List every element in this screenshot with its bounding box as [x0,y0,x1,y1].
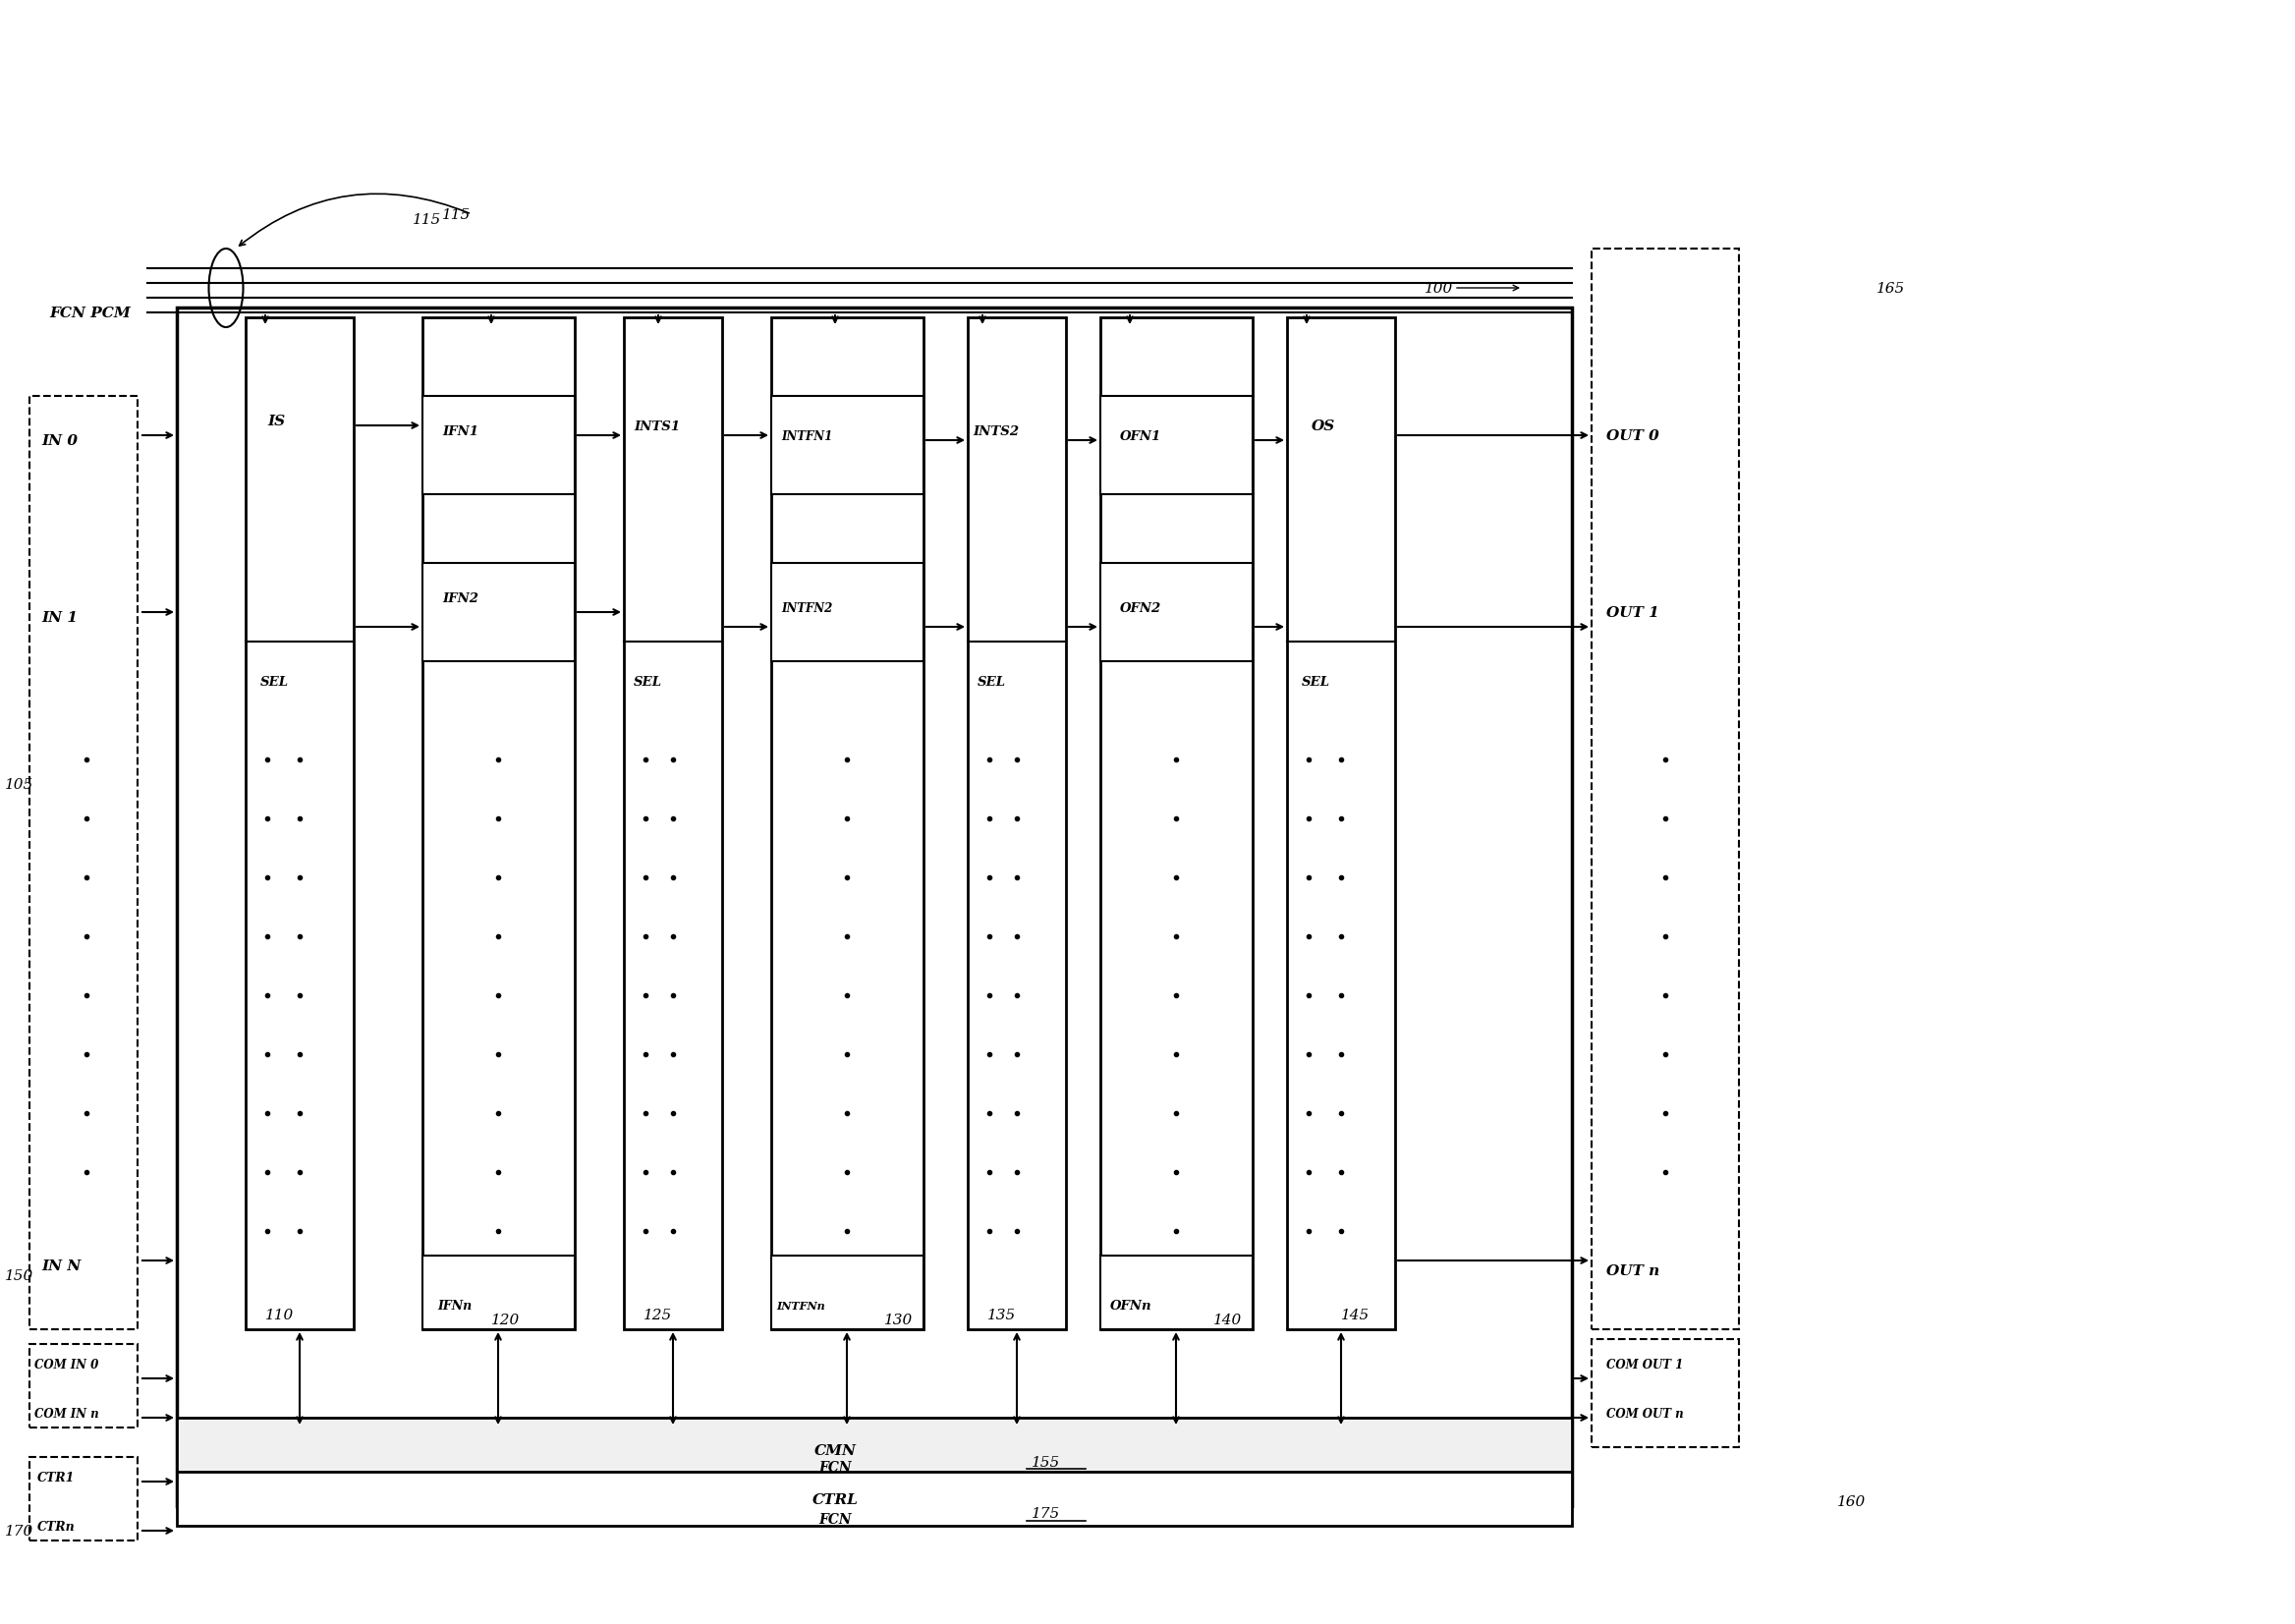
Text: INTFN2: INTFN2 [780,603,833,615]
Text: SEL: SEL [978,676,1005,689]
Text: OFN1: OFN1 [1120,430,1161,443]
Text: COM IN n: COM IN n [34,1408,99,1421]
FancyBboxPatch shape [177,1418,1572,1471]
FancyBboxPatch shape [177,307,1572,1505]
Text: IFN1: IFN1 [443,425,477,438]
Text: INTFN1: INTFN1 [780,430,833,443]
Text: 160: 160 [1838,1496,1866,1509]
FancyBboxPatch shape [1590,248,1740,1330]
Text: IN N: IN N [41,1260,80,1273]
Text: 155: 155 [1030,1457,1060,1470]
Text: IS: IS [266,414,285,429]
Text: IFNn: IFNn [436,1299,473,1312]
Text: OS: OS [1310,419,1336,434]
FancyBboxPatch shape [771,396,923,494]
Text: IN 1: IN 1 [41,611,78,625]
Text: 120: 120 [491,1314,521,1327]
Text: OFNn: OFNn [1111,1299,1152,1312]
Text: 100: 100 [1425,283,1453,296]
Text: COM OUT n: COM OUT n [1606,1408,1685,1421]
Text: SEL: SEL [633,676,663,689]
Text: INTFNn: INTFNn [776,1301,824,1312]
Text: 110: 110 [266,1309,294,1322]
Text: FCN: FCN [819,1462,851,1475]
Text: CTR1: CTR1 [37,1471,76,1484]
Text: 145: 145 [1340,1309,1370,1322]
FancyBboxPatch shape [177,1471,1572,1527]
Text: FCN: FCN [819,1514,851,1527]
Text: INTS1: INTS1 [633,421,679,434]
FancyBboxPatch shape [1287,317,1395,1330]
FancyBboxPatch shape [1590,1340,1740,1447]
FancyBboxPatch shape [246,317,353,1330]
Text: 125: 125 [643,1309,672,1322]
Text: IFN2: IFN2 [443,593,477,606]
Text: SEL: SEL [259,676,289,689]
Text: OUT n: OUT n [1606,1265,1659,1278]
FancyBboxPatch shape [771,1255,923,1330]
FancyBboxPatch shape [30,1457,138,1541]
FancyBboxPatch shape [1099,564,1253,661]
FancyBboxPatch shape [422,317,574,1330]
Text: CTRL: CTRL [812,1494,858,1507]
FancyBboxPatch shape [1099,396,1253,494]
FancyBboxPatch shape [422,1255,574,1330]
Text: 140: 140 [1214,1314,1242,1327]
FancyBboxPatch shape [1099,317,1253,1330]
Text: 170: 170 [5,1525,34,1538]
FancyBboxPatch shape [422,396,574,494]
Text: CTRn: CTRn [37,1520,76,1533]
Text: 115: 115 [413,213,441,227]
Text: 130: 130 [884,1314,913,1327]
Text: 135: 135 [987,1309,1017,1322]
Text: FCN PCM: FCN PCM [48,307,131,320]
FancyBboxPatch shape [771,564,923,661]
Text: SEL: SEL [1301,676,1331,689]
FancyBboxPatch shape [624,317,723,1330]
Text: OUT 1: OUT 1 [1606,606,1659,620]
FancyBboxPatch shape [968,317,1065,1330]
Text: OUT 0: OUT 0 [1606,429,1659,443]
Text: 175: 175 [1030,1507,1060,1520]
FancyBboxPatch shape [771,317,923,1330]
Text: 105: 105 [5,778,34,793]
Text: COM OUT 1: COM OUT 1 [1606,1359,1682,1372]
FancyBboxPatch shape [1099,1255,1253,1330]
Text: OFN2: OFN2 [1120,603,1161,615]
FancyBboxPatch shape [30,1345,138,1427]
FancyBboxPatch shape [422,564,574,661]
Text: 165: 165 [1877,283,1905,296]
Text: INTS2: INTS2 [973,425,1019,438]
Text: CMN: CMN [815,1444,856,1458]
Text: IN 0: IN 0 [41,434,78,448]
Text: COM IN 0: COM IN 0 [34,1359,99,1372]
Text: 115: 115 [443,208,470,222]
Text: 150: 150 [5,1270,34,1283]
FancyBboxPatch shape [30,396,138,1330]
